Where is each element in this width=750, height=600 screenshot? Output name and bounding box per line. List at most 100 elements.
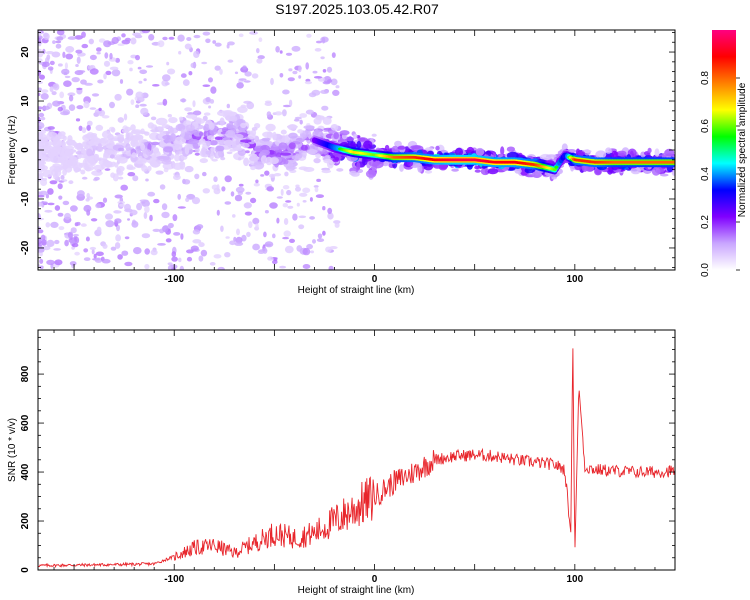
spectrogram-speckle [45, 51, 55, 55]
spectrogram-blob [280, 152, 292, 156]
spectrogram-blob [38, 158, 42, 166]
spectrogram-blob [333, 132, 340, 140]
spectrogram-speckle [139, 69, 148, 75]
spectrogram-speckle [226, 103, 230, 109]
spectrogram-blob [39, 172, 44, 179]
spectrogram-speckle [328, 265, 334, 270]
spectrogram-blob [51, 168, 62, 177]
spectrogram-speckle [255, 179, 259, 184]
spectrogram-blob [260, 155, 268, 164]
spectrogram-blob [316, 115, 325, 121]
spectrogram-speckle [238, 183, 244, 187]
spectrogram-speckle [251, 73, 259, 79]
spectrogram-blob [254, 123, 261, 129]
spectrogram-speckle [129, 67, 133, 72]
spectrogram-speckle [224, 175, 232, 183]
spectrogram-speckle [312, 239, 316, 244]
spectrogram-speckle [115, 234, 121, 242]
spectrogram-speckle [52, 100, 61, 107]
spectrogram-blob [399, 164, 404, 172]
spectrogram-speckle [305, 109, 314, 115]
spectrogram-blob [237, 106, 248, 113]
spectrogram-blob [324, 154, 331, 161]
spectrogram-speckle [177, 193, 181, 200]
spectrogram-speckle [67, 92, 76, 97]
spectrogram-speckle [65, 53, 74, 60]
spectrogram-blob [220, 156, 226, 161]
spectrogram-speckle [145, 178, 149, 182]
colorbar-scale [712, 30, 736, 270]
spectrogram-speckle [321, 105, 329, 111]
spectrogram-blob [287, 124, 298, 131]
spectrogram-speckle [117, 117, 125, 123]
spectrogram-speckle [70, 227, 77, 234]
spectrogram-speckle [256, 58, 263, 64]
spectrogram-speckle [192, 229, 201, 235]
spectrogram-speckle [45, 193, 50, 199]
spectrogram-speckle [241, 234, 247, 242]
spectrogram-blob [500, 146, 505, 156]
spectrogram-speckle [190, 62, 197, 68]
spectrogram-blob [353, 133, 358, 140]
spectrogram-blob [62, 160, 73, 168]
spectrogram-blob [647, 147, 652, 154]
spectrogram-speckle [264, 170, 270, 176]
spectrogram-speckle [302, 264, 311, 269]
spectrogram-speckle [192, 110, 202, 116]
colorbar-tick-label: 0.2 [700, 215, 711, 229]
spectrogram-speckle [220, 225, 224, 232]
spectrogram-blob [135, 159, 147, 165]
spectrogram-blob [233, 121, 238, 127]
spectrogram-blob [475, 147, 485, 157]
spectrogram-blob [269, 147, 280, 151]
spectrogram-blob [64, 149, 74, 157]
spectrogram-speckle [39, 258, 44, 264]
spectrogram-speckle [94, 176, 100, 181]
spectrogram-blob [295, 153, 300, 161]
spectrogram-ridge-core [552, 168, 557, 172]
spectrogram-speckle [264, 241, 274, 248]
spectrogram-blob [356, 161, 361, 171]
spectrogram-speckle [258, 37, 263, 42]
spectrogram-blob [425, 147, 434, 151]
spectrogram-speckle [64, 239, 69, 247]
spectrogram-speckle [173, 232, 181, 236]
spectrogram-speckle [83, 248, 89, 253]
spectrogram-speckle [52, 83, 58, 89]
spectrogram-speckle [105, 220, 115, 228]
spectrogram-speckle [280, 188, 284, 196]
spectrogram-speckle [202, 171, 207, 177]
spectrogram-blob [84, 163, 89, 171]
spectrogram-speckle [80, 79, 87, 85]
spectrogram-blob [630, 166, 641, 175]
spectrogram-blob [178, 116, 184, 121]
spectrogram-speckle [157, 243, 166, 246]
spectrogram-speckle [285, 200, 292, 203]
figure-title: S197.2025.103.05.42.R07 [275, 1, 439, 17]
snr-y-axis-label: SNR (10 * v/v) [7, 418, 18, 482]
spectrogram-speckle [71, 77, 80, 83]
spectrogram-speckle [219, 68, 223, 75]
spectrogram-blob [289, 159, 296, 163]
spectrogram-speckle [283, 230, 291, 237]
spectrogram-blob [216, 145, 225, 152]
spectrogram-blob [315, 153, 321, 159]
spectrogram-speckle [282, 203, 288, 208]
spectrogram-speckle [144, 263, 150, 270]
spectrogram-blob [217, 110, 228, 117]
spectrogram-speckle [38, 48, 42, 52]
spectrogram-speckle [317, 233, 323, 239]
spectrogram-speckle [139, 199, 149, 202]
spectrogram-blob [245, 150, 250, 154]
spectrogram-speckle [86, 120, 93, 127]
spectrogram-blob [42, 169, 53, 178]
spectrogram-speckle [264, 210, 269, 214]
spectrogram-blob [214, 136, 223, 140]
spectrogram-speckle [226, 44, 230, 49]
spectrogram-speckle [109, 66, 119, 71]
spectrogram-blob [155, 117, 168, 126]
spectrogram-speckle [252, 243, 260, 251]
spectrogram-speckle [182, 179, 191, 185]
spectrogram-blob [487, 168, 499, 175]
spectrogram-blob [265, 123, 276, 132]
